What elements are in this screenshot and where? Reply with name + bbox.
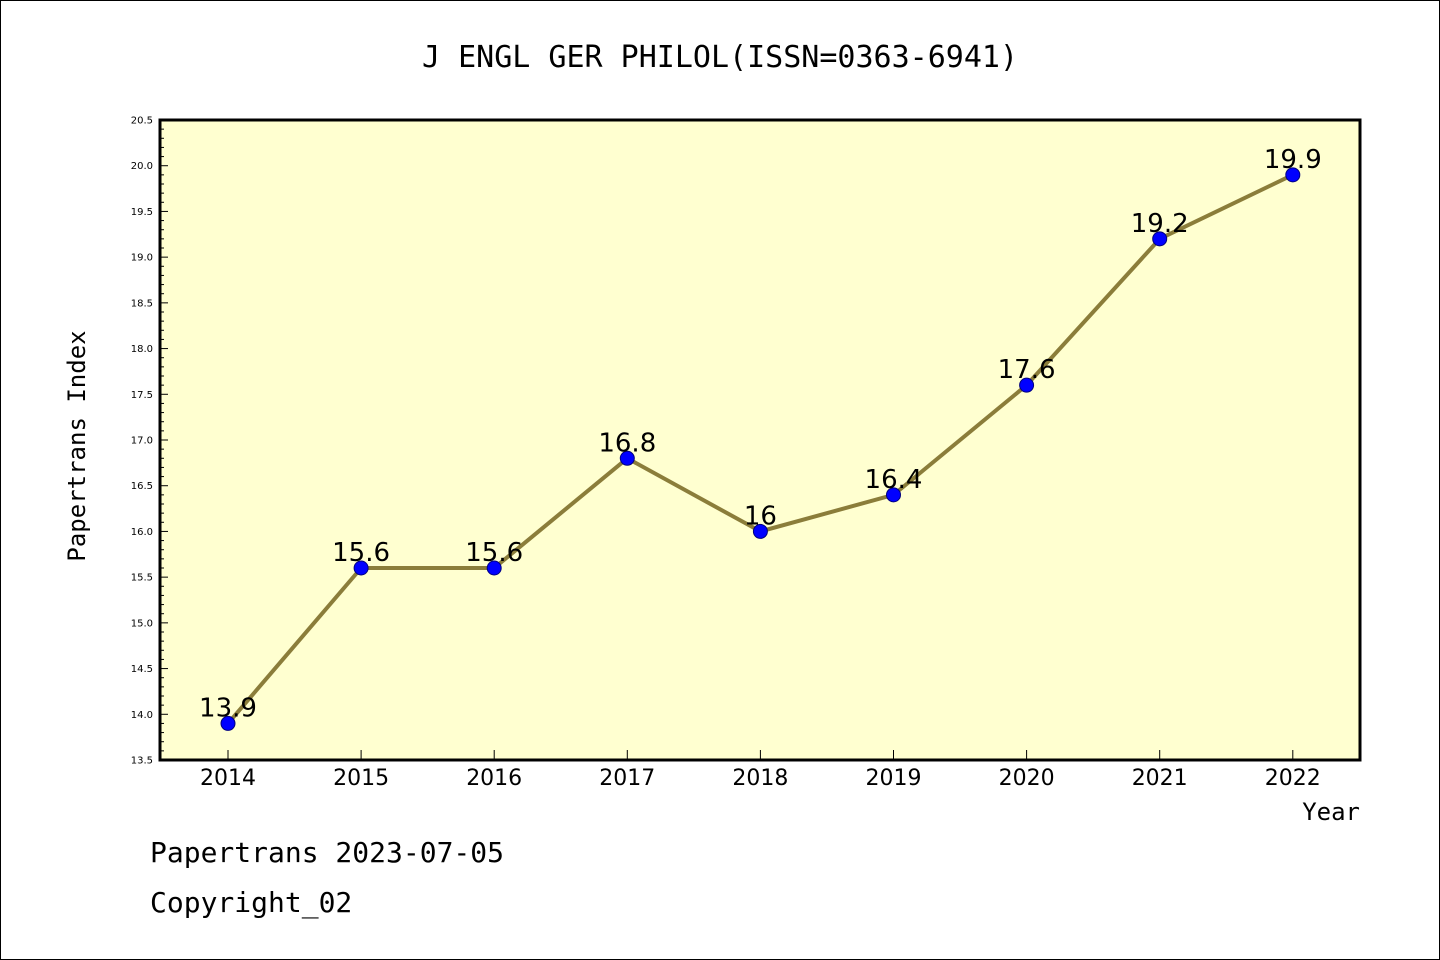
- source-date-text: Papertrans 2023-07-05: [150, 836, 505, 869]
- plot-area: [160, 120, 1360, 760]
- x-tick-label: 2018: [732, 766, 788, 791]
- y-tick-label: 18.0: [131, 344, 153, 355]
- data-label: 16.8: [598, 428, 656, 458]
- y-axis-label: Papertrans Index: [63, 330, 91, 561]
- y-tick-label: 14.5: [131, 664, 153, 675]
- y-tick-label: 17.5: [131, 390, 153, 401]
- data-point: [886, 487, 901, 503]
- x-tick-label: 2016: [466, 766, 522, 791]
- y-tick-label: 15.0: [131, 618, 153, 629]
- x-tick-label: 2015: [333, 766, 389, 791]
- data-point: [486, 560, 502, 576]
- data-point: [353, 560, 369, 576]
- x-tick-label: 2021: [1132, 766, 1188, 791]
- data-point: [619, 450, 635, 466]
- data-label: 13.9: [199, 693, 257, 723]
- chart-title: J ENGL GER PHILOL(ISSN=0363-6941): [422, 40, 1018, 75]
- data-label: 15.6: [465, 538, 523, 568]
- x-tick-label: 2014: [200, 766, 256, 791]
- x-axis-ticks: 2014 2015 2016 2017 2018 2019 2020 2021 2022: [200, 750, 1321, 791]
- data-label: 17.6: [998, 355, 1056, 385]
- y-tick-label: 17.0: [131, 436, 153, 447]
- y-tick-label: 19.0: [131, 253, 153, 264]
- data-point: [1019, 377, 1035, 393]
- data-point: [752, 523, 768, 539]
- data-labels: 13.9 15.6 15.6 16.8 16 16.4 17.6 19.2 19.9: [199, 145, 1322, 724]
- x-tick-label: 2017: [599, 766, 655, 791]
- data-label: 19.2: [1131, 209, 1189, 239]
- data-point: [220, 715, 236, 731]
- x-tick-label: 2019: [866, 766, 922, 791]
- data-markers: [220, 167, 1301, 731]
- y-tick-label: 20.5: [131, 116, 153, 127]
- data-point: [1285, 167, 1301, 183]
- x-tick-label: 2020: [999, 766, 1055, 791]
- plot-border: [158, 118, 1362, 762]
- data-label: 16.4: [865, 465, 923, 495]
- y-tick-label: 20.0: [131, 161, 153, 172]
- y-tick-label: 19.5: [131, 207, 153, 218]
- copyright-text: Copyright_02: [150, 886, 353, 919]
- y-tick-label: 14.0: [131, 710, 153, 721]
- data-label: 15.6: [332, 538, 390, 568]
- x-tick-label: 2022: [1265, 766, 1321, 791]
- y-axis-ticks: 13.5 14.0 14.5 15.0 15.5 16.0 16.5 17.0 17.5 18.0…: [131, 116, 168, 767]
- y-tick-label: 16.5: [131, 481, 153, 492]
- y-tick-label: 18.5: [131, 298, 153, 309]
- y-tick-label: 16.0: [131, 527, 153, 538]
- data-point: [1152, 231, 1168, 247]
- data-label: 16: [744, 501, 777, 531]
- y-tick-label: 13.5: [131, 756, 153, 767]
- y-tick-label: 15.5: [131, 573, 153, 584]
- x-axis-label: Year: [1302, 798, 1360, 826]
- data-label: 19.9: [1264, 145, 1322, 175]
